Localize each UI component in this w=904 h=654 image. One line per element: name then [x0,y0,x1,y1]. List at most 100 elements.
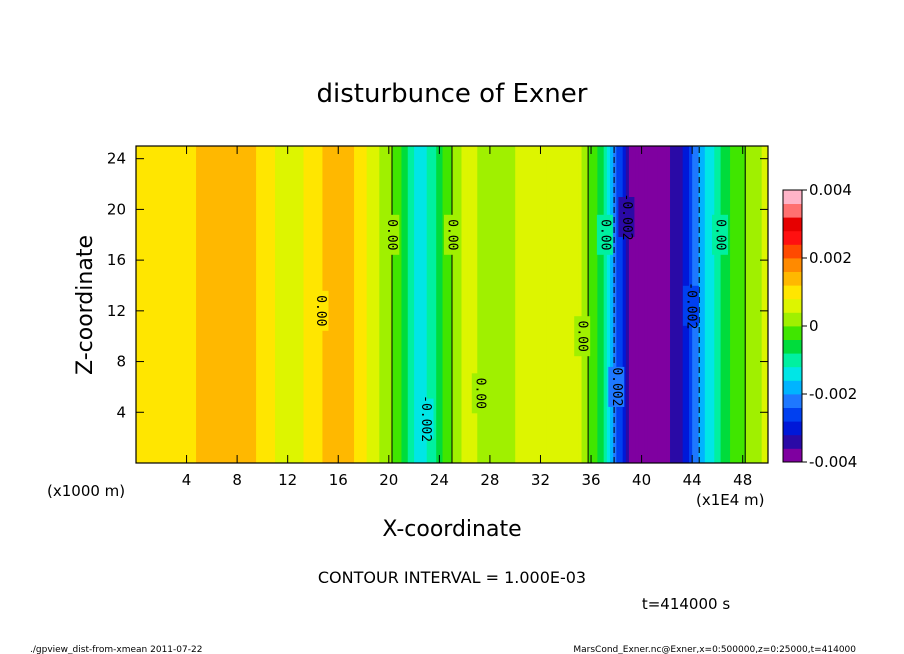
field-cell [300,146,305,463]
field-cell [663,146,668,463]
contour-label-bg [618,197,635,237]
field-cell [215,146,219,463]
y-tick-label: 20 [107,200,126,218]
field-cell [489,146,494,463]
field-cell [657,146,662,463]
field-cell [597,146,602,463]
field-cell [670,146,674,463]
colorbar-segment [783,271,802,286]
field-cell [448,146,453,463]
field-cell [527,146,532,463]
contour-label-bg [383,214,400,255]
field-cell [373,146,377,463]
field-cell [366,146,371,463]
field-cell [395,146,399,463]
field-cell [726,146,731,463]
field-cell [167,146,172,463]
field-cell [733,146,737,463]
field-cell [704,146,709,463]
field-cell [173,146,178,463]
field-cell [202,146,207,463]
field-cell [613,146,617,463]
field-cell [401,146,406,463]
contour-label-bg [444,214,460,255]
field-cell [515,146,519,463]
field-cell [268,146,273,463]
contour-label-bg [417,398,434,439]
field-cell [707,146,712,463]
field-cell [562,146,567,463]
field-cell [540,146,545,463]
colorbar-segment [783,258,802,272]
field-cell [331,146,336,463]
field-cell [572,146,576,463]
contour-label: 0.00 [713,219,728,250]
field-cell [508,146,513,463]
field-cell [559,146,564,463]
y-tick-label: 24 [107,150,126,168]
field-cell [136,146,140,463]
contour-label-bg [712,214,728,255]
colorbar-segment [783,380,802,395]
field-cell [565,146,570,463]
colorbar-segment [783,230,802,245]
field-cell [224,146,229,463]
field-cell [745,146,750,463]
field-cell [297,146,301,463]
field-cell [445,146,450,463]
field-cell [546,146,551,463]
field-cell [145,146,150,463]
field-cell [477,146,482,463]
field-cell [306,146,311,463]
field-cell [382,146,387,463]
contour-interval-text: CONTOUR INTERVAL = 1.000E-03 [318,568,586,587]
field-cell [433,146,437,463]
field-cell [679,146,684,463]
colorbar-segment [783,244,802,259]
field-cell [619,146,624,463]
field-cell [423,146,428,463]
field-cell [420,146,425,463]
field-cell [512,146,516,463]
x-axis-label: X-coordinate [382,517,521,542]
field-cell [265,146,270,463]
field-cell [344,146,349,463]
field-cell [666,146,671,463]
field-cell [461,146,466,463]
x-tick-label: 12 [278,471,297,489]
field-cell [764,146,768,463]
field-cell [287,146,292,463]
x-unit-label: (x1000 m) [47,482,125,500]
field-cell [275,146,279,463]
colorbar-segment [783,353,802,368]
x-tick-label: 28 [480,471,499,489]
contour-label-bg [608,366,625,407]
field-cell [625,146,630,463]
colorbar-segment [783,366,802,381]
field-cell [758,146,763,463]
plot-area: 0.00 0.00 0.00 0.00 0.00 0.00 0.00 -0.002 -0.002… [136,146,768,463]
colorbar-tick-label: 0 [809,317,819,335]
field-cell [142,146,147,463]
field-cell [717,146,722,463]
field-cell [654,146,658,463]
field-cell [379,146,384,463]
field-cell [464,146,469,463]
field-cell [575,146,579,463]
colorbar-segment [783,217,802,232]
field-cell [676,146,681,463]
field-cell [587,146,592,463]
x-tick-label: 20 [379,471,398,489]
field-cell [591,146,595,463]
field-cell [467,146,472,463]
field-cell [335,146,339,463]
colorbar-tick-label: 0.002 [809,249,852,267]
colorbar-segment [783,298,802,313]
field-cell [154,146,159,463]
field-cell [369,146,374,463]
field-cell [284,146,289,463]
field-cell [439,146,444,463]
field-cell [414,146,418,463]
field-cell [714,146,719,463]
field-cell [227,146,232,463]
